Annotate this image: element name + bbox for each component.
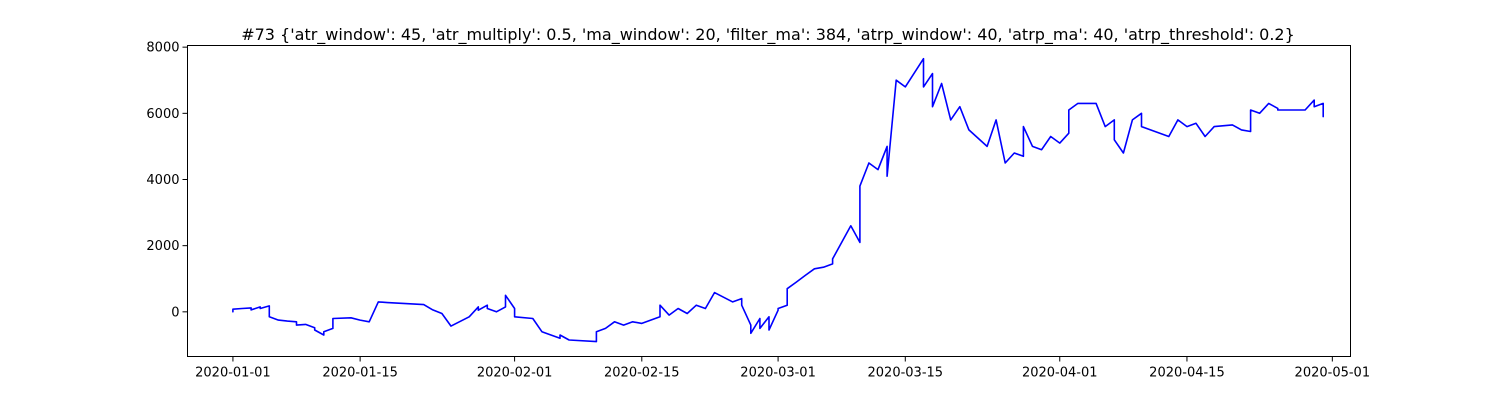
y-tick-label: 0 [171, 305, 179, 320]
y-tick-label: 6000 [146, 107, 179, 122]
chart-title: #73 {'atr_window': 45, 'atr_multiply': 0… [241, 25, 1295, 45]
x-tick-label: 2020-04-15 [1149, 366, 1225, 381]
series-line [232, 57, 1324, 343]
plot-frame [187, 45, 1351, 357]
y-axis: 0 2000 4000 6000 8000 [146, 41, 188, 320]
x-tick-label: 2020-02-15 [604, 366, 680, 381]
x-tick-label: 2020-03-15 [868, 366, 944, 381]
x-axis: 2020-01-01 2020-01-15 2020-02-01 2020-02-15… [195, 356, 1371, 381]
y-tick-label: 4000 [146, 173, 179, 188]
x-tick-label: 2020-03-01 [740, 366, 816, 381]
x-tick-label: 2020-02-01 [477, 366, 553, 381]
y-tick-label: 2000 [146, 239, 179, 254]
x-tick-label: 2020-01-01 [195, 366, 271, 381]
x-tick-label: 2020-04-01 [1022, 366, 1098, 381]
x-tick-label: 2020-05-01 [1295, 366, 1371, 381]
x-tick-label: 2020-01-15 [322, 366, 398, 381]
y-tick-label: 8000 [146, 41, 179, 56]
